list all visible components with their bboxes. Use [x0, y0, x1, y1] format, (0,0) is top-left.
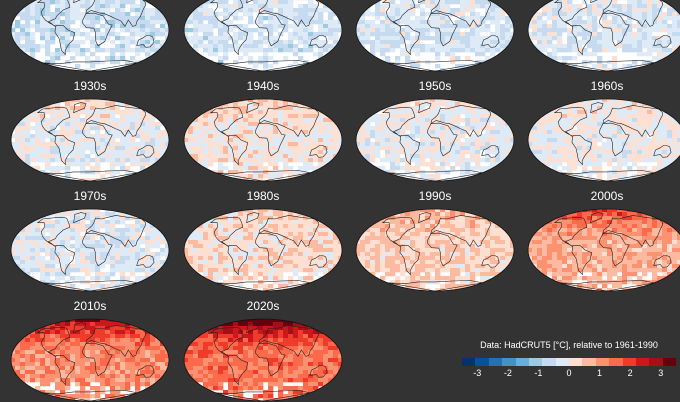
colorbar-swatch: [636, 358, 649, 366]
colorbar-swatch: [609, 358, 622, 366]
world-map: [10, 0, 170, 72]
colorbar-tick-label: -1: [534, 368, 542, 378]
world-map: [10, 98, 170, 182]
panel-title: 1930s: [10, 79, 170, 93]
world-map: [183, 0, 343, 72]
world-map: [183, 208, 343, 292]
world-map: [527, 0, 680, 72]
colorbar-swatch: [516, 358, 529, 366]
world-map: [183, 318, 343, 402]
panel-title: 1970s: [10, 189, 170, 203]
map-panel: 1990s: [355, 208, 515, 292]
colorbar-tick-label: 0: [566, 368, 571, 378]
map-panel: 1930s: [10, 98, 170, 182]
colorbar-swatch: [475, 358, 488, 366]
map-panel: [183, 0, 343, 72]
colorbar-ticks: -3 -2 -1 0 1 2 3: [462, 368, 676, 382]
legend-title: Data: HadCRUT5 [°C], relative to 1961-19…: [462, 340, 676, 350]
colorbar-swatch: [569, 358, 582, 366]
world-map: [10, 318, 170, 402]
colorbar-tick-label: 2: [628, 368, 633, 378]
world-map: [527, 98, 680, 182]
panel-title: 2000s: [527, 189, 680, 203]
colorbar-tick-label: 3: [658, 368, 663, 378]
colorbar: [462, 358, 676, 366]
panel-title: 2020s: [183, 299, 343, 313]
world-map: [527, 208, 680, 292]
colorbar-tick-label: -2: [504, 368, 512, 378]
colorbar-swatch: [542, 358, 555, 366]
map-panel: [527, 0, 680, 72]
map-panel: 1960s: [527, 98, 680, 182]
map-panel: 2020s: [183, 318, 343, 402]
panel-title: 1990s: [355, 189, 515, 203]
colorbar-swatch: [556, 358, 569, 366]
panel-title: 1960s: [527, 79, 680, 93]
colorbar-swatch: [462, 358, 475, 366]
map-panel: 2000s: [527, 208, 680, 292]
colorbar-swatch: [502, 358, 515, 366]
world-map: [355, 208, 515, 292]
panel-title: 1980s: [183, 189, 343, 203]
map-panel: 2010s: [10, 318, 170, 402]
colorbar-tick-label: -3: [473, 368, 481, 378]
colorbar-tick-label: 1: [597, 368, 602, 378]
world-map: [355, 98, 515, 182]
world-map: [10, 208, 170, 292]
world-map: [355, 0, 515, 72]
colorbar-swatch: [623, 358, 636, 366]
map-panel: 1980s: [183, 208, 343, 292]
map-panel: 1940s: [183, 98, 343, 182]
map-panel: [355, 0, 515, 72]
colorbar-swatch: [596, 358, 609, 366]
colorbar-swatch: [663, 358, 676, 366]
colorbar-swatch: [582, 358, 595, 366]
map-panel: 1970s: [10, 208, 170, 292]
colorbar-swatch: [489, 358, 502, 366]
colorbar-swatch: [649, 358, 662, 366]
map-panel: 1950s: [355, 98, 515, 182]
panel-title: 1950s: [355, 79, 515, 93]
colorbar-swatch: [529, 358, 542, 366]
world-map: [183, 98, 343, 182]
panel-title: 2010s: [10, 299, 170, 313]
map-panel: [10, 0, 170, 72]
panel-title: 1940s: [183, 79, 343, 93]
